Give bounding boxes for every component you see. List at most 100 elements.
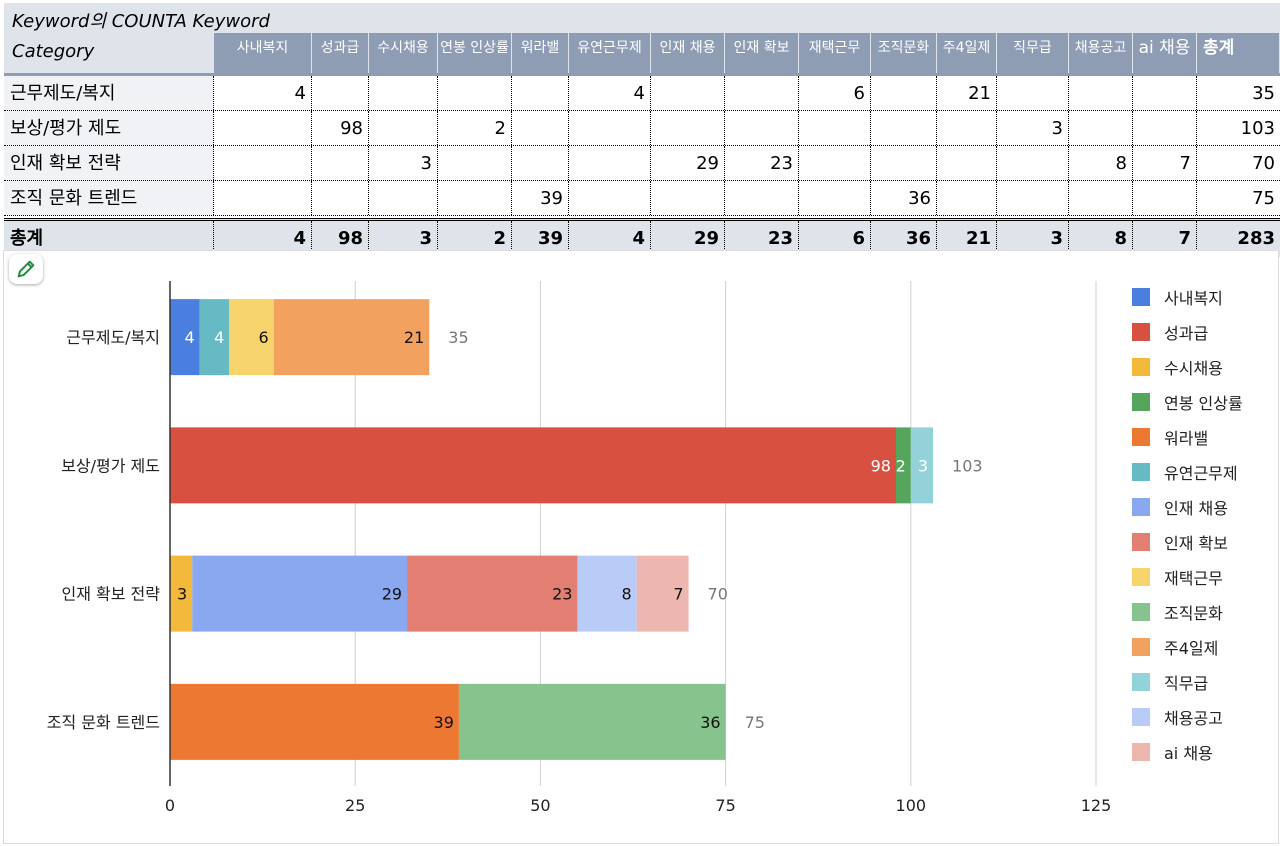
legend-item[interactable]: 채용공고 <box>1132 699 1243 734</box>
edit-chart-button[interactable] <box>9 254 43 284</box>
table-cell: 23 <box>725 221 799 257</box>
table-cell <box>369 76 438 110</box>
bar-data-label: 98 <box>871 456 891 475</box>
legend-swatch <box>1132 707 1150 726</box>
legend-swatch <box>1132 287 1150 306</box>
legend-label: 수시채용 <box>1164 358 1223 378</box>
table-cell: 21 <box>937 221 997 257</box>
column-header-8: 재택근무 <box>799 33 871 73</box>
table-cell <box>651 76 725 110</box>
bar-data-label: 4 <box>214 328 224 347</box>
legend-label: 워라밸 <box>1164 428 1209 448</box>
legend-swatch <box>1132 567 1150 586</box>
table-cell: 36 <box>871 181 937 215</box>
table-cell <box>997 181 1069 215</box>
bar-data-label: 23 <box>552 585 572 604</box>
column-header-1: 성과급 <box>312 33 369 73</box>
table-cell <box>1133 111 1197 145</box>
table-cell <box>871 111 937 145</box>
table-cell <box>651 181 725 215</box>
category-label: 조직 문화 트렌드 <box>47 713 160 732</box>
column-header-4: 워라밸 <box>512 33 569 73</box>
legend-item[interactable]: ai 채용 <box>1132 734 1243 769</box>
legend-item[interactable]: 조직문화 <box>1132 594 1243 629</box>
table-cell <box>1133 76 1197 110</box>
table-cell: 3 <box>369 221 438 257</box>
legend-item[interactable]: 워라밸 <box>1132 419 1243 454</box>
legend-item[interactable]: 인재 채용 <box>1132 489 1243 524</box>
legend-item[interactable]: 사내복지 <box>1132 279 1243 314</box>
legend-label: 유연근무제 <box>1164 463 1238 483</box>
table-cell <box>569 146 651 180</box>
legend-item[interactable]: 연봉 인상률 <box>1132 384 1243 419</box>
bar-segment <box>636 555 689 632</box>
legend-item[interactable]: 유연근무제 <box>1132 454 1243 489</box>
table-cell: 29 <box>651 221 725 257</box>
pivot-body: 근무제도/복지 4 4 6 21 35 보상/평가 제도 98 2 3 103 인재 확보 전략 3 29… <box>4 76 1280 257</box>
table-cell: 2 <box>438 221 512 257</box>
table-cell <box>438 181 512 215</box>
table-cell: 6 <box>799 221 871 257</box>
row-total-cell: 283 <box>1237 228 1275 249</box>
table-cell <box>569 181 651 215</box>
table-cell: 98 <box>312 221 369 257</box>
column-header-6: 인재 채용 <box>651 33 725 73</box>
legend-label: 조직문화 <box>1164 603 1223 623</box>
category-label: 근무제도/복지 <box>66 328 160 347</box>
bar-data-label: 39 <box>434 713 454 732</box>
table-cell: 3 <box>997 221 1069 257</box>
bar-segment <box>192 555 408 632</box>
bar-data-label: 2 <box>896 456 906 475</box>
legend-swatch <box>1132 357 1150 376</box>
table-cell: 39 <box>512 221 569 257</box>
legend-item[interactable]: 재택근무 <box>1132 559 1243 594</box>
legend-item[interactable]: 직무급 <box>1132 664 1243 699</box>
row-total-cell: 75 <box>1252 188 1275 209</box>
table-row: 인재 확보 전략 3 29 23 8 7 70 <box>4 146 1280 181</box>
bar-data-label: 21 <box>404 328 424 347</box>
column-header-10: 주4일제 <box>937 33 997 73</box>
table-cell: 4 <box>214 221 312 257</box>
table-cell: 29 <box>651 146 725 180</box>
column-header-12: 채용공고 <box>1069 33 1133 73</box>
legend-item[interactable]: 수시채용 <box>1132 349 1243 384</box>
table-row: 조직 문화 트렌드 39 36 75 <box>4 181 1280 216</box>
legend-item[interactable]: 성과급 <box>1132 314 1243 349</box>
row-category: 근무제도/복지 <box>4 76 214 110</box>
table-cell <box>369 181 438 215</box>
row-total-cell: 35 <box>1252 83 1275 104</box>
table-cell <box>1133 181 1197 215</box>
legend-item[interactable]: 인재 확보 <box>1132 524 1243 559</box>
table-cell <box>937 181 997 215</box>
table-cell <box>312 146 369 180</box>
row-header-label: Category <box>12 41 95 62</box>
column-header-3: 연봉 인상률 <box>438 33 512 73</box>
category-label: 보상/평가 제도 <box>61 456 160 475</box>
column-header-9: 조직문화 <box>871 33 937 73</box>
row-category: 조직 문화 트렌드 <box>4 181 214 215</box>
bar-segment <box>229 299 274 376</box>
table-cell: 7 <box>1133 146 1197 180</box>
legend-item[interactable]: 주4일제 <box>1132 629 1243 664</box>
table-cell: 98 <box>312 111 369 145</box>
legend-swatch <box>1132 532 1150 551</box>
table-cell <box>871 146 937 180</box>
table-cell <box>312 76 369 110</box>
bar-segment <box>170 555 193 632</box>
pivot-table: Keyword의 COUNTA Keyword Category 사내복지 성과급… <box>4 3 1280 257</box>
bar-data-label: 7 <box>673 585 683 604</box>
bar-total-label: 35 <box>448 328 468 347</box>
legend-label: 재택근무 <box>1164 568 1223 588</box>
table-cell: 21 <box>937 76 997 110</box>
legend-swatch <box>1132 497 1150 516</box>
chart-container[interactable]: 0 25 50 75 100 125 4 4 6 21 35 근무제도/복지 98 2 3 103 보상/평가 … <box>3 250 1279 844</box>
legend-label: 성과급 <box>1164 323 1209 343</box>
column-header-total: 총계 <box>1197 33 1280 73</box>
legend-swatch <box>1132 427 1150 446</box>
table-cell <box>997 146 1069 180</box>
bar-segment <box>458 683 726 760</box>
table-cell <box>312 181 369 215</box>
table-cell <box>1069 181 1133 215</box>
bar-data-label: 4 <box>184 328 194 347</box>
bar-segment <box>407 555 578 632</box>
